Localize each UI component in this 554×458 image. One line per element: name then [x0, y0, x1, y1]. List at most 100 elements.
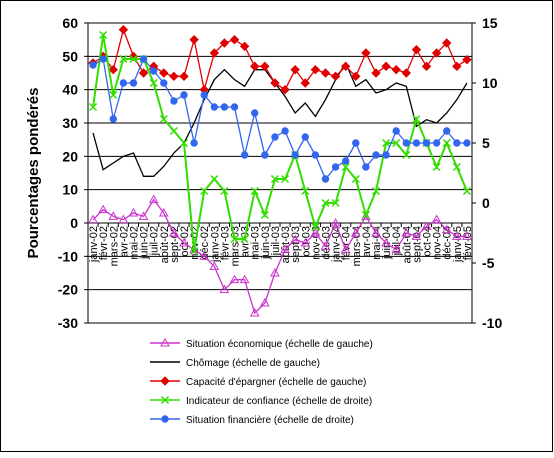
data-point — [270, 267, 280, 277]
data-point — [148, 194, 159, 204]
data-point — [402, 139, 411, 147]
data-point — [462, 54, 472, 65]
data-point — [311, 151, 320, 159]
data-point — [210, 103, 219, 111]
x-tick-label: juil-02 — [149, 226, 161, 256]
data-point — [321, 175, 330, 183]
data-point — [451, 231, 462, 240]
data-point — [230, 103, 239, 111]
data-point — [229, 274, 240, 284]
data-point — [362, 163, 370, 171]
data-point — [421, 61, 432, 72]
data-point — [158, 207, 169, 217]
x-tick-label: janv-02 — [88, 226, 100, 263]
data-point — [200, 186, 209, 196]
data-point — [371, 186, 381, 196]
data-point — [89, 102, 98, 112]
data-point — [260, 210, 269, 220]
x-tick-label: févr-05 — [462, 226, 474, 260]
x-tick-label: janv-03 — [209, 226, 221, 263]
data-point — [361, 48, 371, 58]
x-tick-label: mars-02 — [108, 226, 120, 266]
data-point — [290, 64, 300, 75]
data-point — [199, 251, 210, 260]
data-point — [209, 48, 220, 58]
data-point — [371, 68, 381, 78]
data-point — [401, 68, 412, 78]
x-tick-label: févr-02 — [98, 226, 110, 260]
x-tick-label: févr-03 — [219, 226, 231, 260]
data-point — [331, 163, 340, 171]
y-tick-label: 10 — [62, 182, 78, 198]
legend-label: Indicateur de confiance (échelle de droi… — [186, 396, 372, 407]
legend-marker — [160, 337, 170, 347]
data-point — [361, 211, 371, 220]
data-point — [139, 55, 148, 63]
data-point — [443, 127, 451, 135]
data-point — [99, 55, 107, 63]
data-point — [431, 214, 442, 224]
legend-label: Situation financière (échelle de droite) — [186, 415, 354, 426]
data-point — [431, 48, 442, 58]
data-point — [280, 84, 290, 95]
y-tick-label: -10 — [58, 248, 78, 264]
data-point — [330, 217, 341, 227]
y2-tick-label: -10 — [482, 315, 502, 331]
x-tick-label: août-02 — [159, 226, 171, 263]
legend-marker — [160, 395, 170, 405]
data-point — [442, 38, 452, 48]
y-tick-label: 0 — [70, 215, 78, 231]
data-point — [412, 114, 421, 124]
data-point — [190, 246, 199, 256]
data-point — [361, 210, 370, 220]
data-point — [463, 139, 471, 147]
data-point — [108, 211, 119, 220]
data-point — [109, 115, 117, 123]
data-point — [462, 186, 471, 196]
x-tick-label: avr-03 — [240, 226, 252, 257]
data-point — [179, 237, 189, 247]
data-point — [392, 127, 400, 135]
data-point — [179, 138, 189, 148]
data-point — [169, 126, 178, 136]
data-point — [402, 150, 411, 160]
data-point — [88, 214, 98, 224]
data-point — [372, 151, 380, 159]
data-point — [220, 103, 229, 111]
data-point — [138, 68, 149, 78]
x-tick-label: déc-02 — [199, 226, 211, 260]
data-point — [412, 139, 421, 147]
data-point — [220, 186, 229, 196]
data-point — [251, 109, 259, 117]
data-point — [281, 127, 289, 135]
data-point — [382, 151, 390, 159]
data-point — [261, 151, 269, 159]
x-tick-label: mai-02 — [128, 226, 140, 260]
data-point — [350, 227, 361, 237]
data-point — [129, 79, 138, 87]
x-tick-label: avr-02 — [118, 226, 130, 257]
data-point — [200, 91, 208, 99]
data-point — [422, 139, 431, 147]
data-point — [340, 244, 351, 254]
x-tick-label: sept-03 — [290, 226, 302, 263]
data-point — [190, 139, 198, 147]
data-point — [98, 204, 109, 214]
data-point — [160, 79, 168, 87]
x-tick-label: oct-04 — [422, 226, 434, 257]
data-point — [401, 227, 412, 237]
data-point — [280, 244, 290, 254]
x-tick-label: mai-03 — [250, 226, 262, 260]
y2-tick-label: 5 — [482, 135, 490, 151]
y-tick-label: 40 — [62, 82, 78, 98]
x-tick-label: nov-04 — [432, 226, 444, 260]
data-point — [219, 284, 230, 294]
data-point — [259, 297, 270, 307]
y-tick-label: -20 — [58, 282, 78, 298]
data-point — [270, 174, 279, 184]
data-point — [170, 97, 178, 105]
data-point — [311, 222, 320, 232]
y-tick-label: 60 — [62, 15, 78, 31]
data-point — [210, 174, 219, 184]
x-tick-label: déc-04 — [442, 226, 454, 260]
